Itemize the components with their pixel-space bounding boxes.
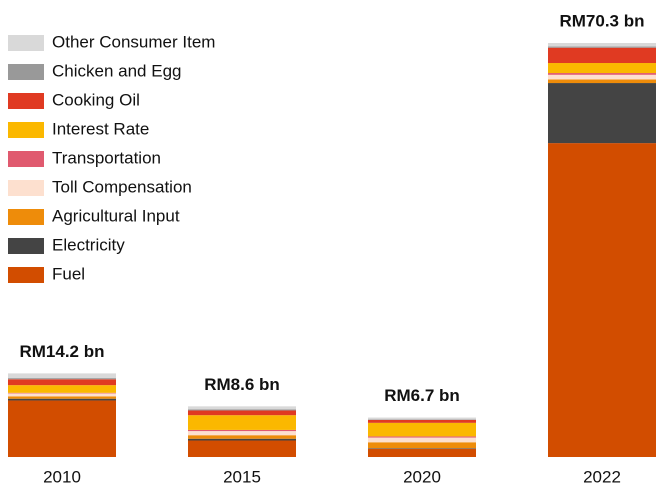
- total-label: RM6.7 bn: [384, 386, 460, 405]
- bar-segment: [548, 46, 656, 48]
- legend-label: Chicken and Egg: [52, 61, 181, 80]
- bar-segment: [548, 74, 656, 80]
- bar-segment: [188, 431, 296, 436]
- legend-swatch: [8, 122, 44, 138]
- bar-segment: [188, 406, 296, 410]
- bar-segment: [188, 415, 296, 430]
- bar-segment: [368, 436, 476, 438]
- bar-segment: [8, 373, 116, 379]
- bar-segment: [548, 73, 656, 75]
- bar-segment: [188, 410, 296, 416]
- legend-swatch: [8, 238, 44, 254]
- legend-label: Electricity: [52, 235, 125, 254]
- legend-label: Transportation: [52, 148, 161, 167]
- bar-segment: [8, 400, 116, 457]
- bar-segment: [548, 63, 656, 74]
- bar-segment: [368, 448, 476, 449]
- legend-swatch: [8, 151, 44, 167]
- bar-segment: [188, 435, 296, 439]
- legend-label: Interest Rate: [52, 119, 149, 138]
- legend-swatch: [8, 35, 44, 51]
- bar-segment: [8, 385, 116, 393]
- bar-segment: [548, 47, 656, 64]
- legend-label: Toll Compensation: [52, 177, 192, 196]
- legend-swatch: [8, 93, 44, 109]
- bar-segment: [8, 393, 116, 397]
- bar-segment: [368, 422, 476, 437]
- bar-segment: [368, 419, 476, 423]
- legend-label: Other Consumer Item: [52, 32, 215, 51]
- bar-segment: [368, 419, 476, 420]
- bar-segment: [368, 448, 476, 457]
- x-tick-label: 2010: [43, 467, 81, 486]
- bar-segment: [548, 79, 656, 84]
- x-tick-label: 2015: [223, 467, 261, 486]
- legend-swatch: [8, 267, 44, 283]
- bar-segment: [188, 440, 296, 457]
- bar-segment: [8, 378, 116, 380]
- bar-segment: [188, 438, 296, 441]
- bar-segment: [548, 43, 656, 47]
- bar-segment: [368, 417, 476, 420]
- legend-label: Agricultural Input: [52, 206, 180, 225]
- x-tick-label: 2022: [583, 467, 621, 486]
- x-tick-label: 2020: [403, 467, 441, 486]
- legend-swatch: [8, 209, 44, 225]
- bar-segment: [8, 398, 116, 401]
- bar-segment: [8, 379, 116, 386]
- total-label: RM14.2 bn: [19, 342, 104, 361]
- bar-segment: [188, 429, 296, 432]
- legend-label: Fuel: [52, 264, 85, 283]
- total-label: RM8.6 bn: [204, 375, 280, 394]
- total-label: RM70.3 bn: [559, 11, 644, 30]
- bar-segment: [8, 392, 116, 394]
- bar-segment: [368, 437, 476, 443]
- bar-segment: [188, 409, 296, 411]
- bar-segment: [368, 442, 476, 449]
- bar-segment: [548, 143, 656, 457]
- legend-swatch: [8, 64, 44, 80]
- bar-segment: [548, 83, 656, 144]
- bar-segment: [8, 396, 116, 399]
- legend-swatch: [8, 180, 44, 196]
- legend-label: Cooking Oil: [52, 90, 140, 109]
